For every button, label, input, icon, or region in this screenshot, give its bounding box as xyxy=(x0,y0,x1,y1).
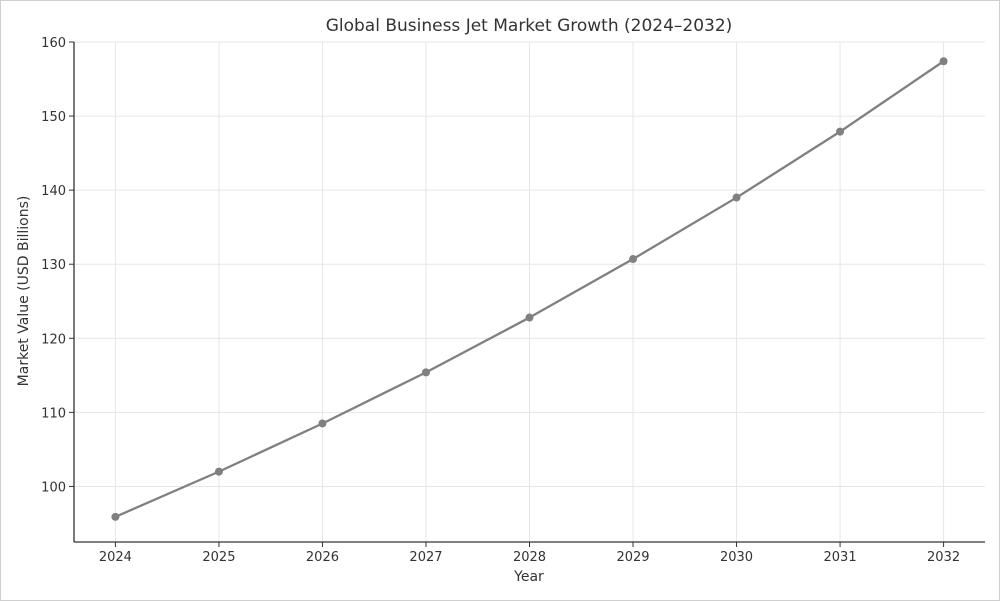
x-tick-label: 2026 xyxy=(306,550,339,565)
y-tick-label: 160 xyxy=(41,36,66,51)
grid xyxy=(74,41,985,542)
y-tick-label: 100 xyxy=(41,480,66,495)
x-axis-label: Year xyxy=(513,569,544,585)
x-tick-label: 2027 xyxy=(409,550,442,565)
y-tick-label: 130 xyxy=(41,258,66,273)
x-tick-label: 2030 xyxy=(720,550,753,565)
y-tick-label: 120 xyxy=(41,332,66,347)
y-axis-label: Market Value (USD Billions) xyxy=(16,196,32,387)
data-point xyxy=(525,313,534,322)
data-point xyxy=(732,193,741,202)
data-point xyxy=(421,368,430,377)
y-tick-label: 150 xyxy=(41,110,66,125)
x-tick-label: 2031 xyxy=(824,550,857,565)
series-layer xyxy=(111,57,948,521)
ticks: 2024 2025 2026 2027 2028 2029 2030 2031 2032 100 1… xyxy=(41,36,960,565)
x-tick-label: 2024 xyxy=(99,550,132,565)
data-point xyxy=(111,512,120,521)
x-tick-label: 2025 xyxy=(202,550,235,565)
y-tick-label: 140 xyxy=(41,184,66,199)
chart-title: Global Business Jet Market Growth (2024–… xyxy=(326,16,733,36)
x-tick-label: 2032 xyxy=(927,550,960,565)
y-tick-label: 110 xyxy=(41,406,66,421)
data-point xyxy=(318,419,327,428)
data-point xyxy=(214,467,223,476)
x-tick-label: 2028 xyxy=(513,550,546,565)
data-point xyxy=(629,255,638,264)
x-tick-label: 2029 xyxy=(616,550,649,565)
data-point xyxy=(836,127,845,136)
data-point xyxy=(939,57,948,66)
